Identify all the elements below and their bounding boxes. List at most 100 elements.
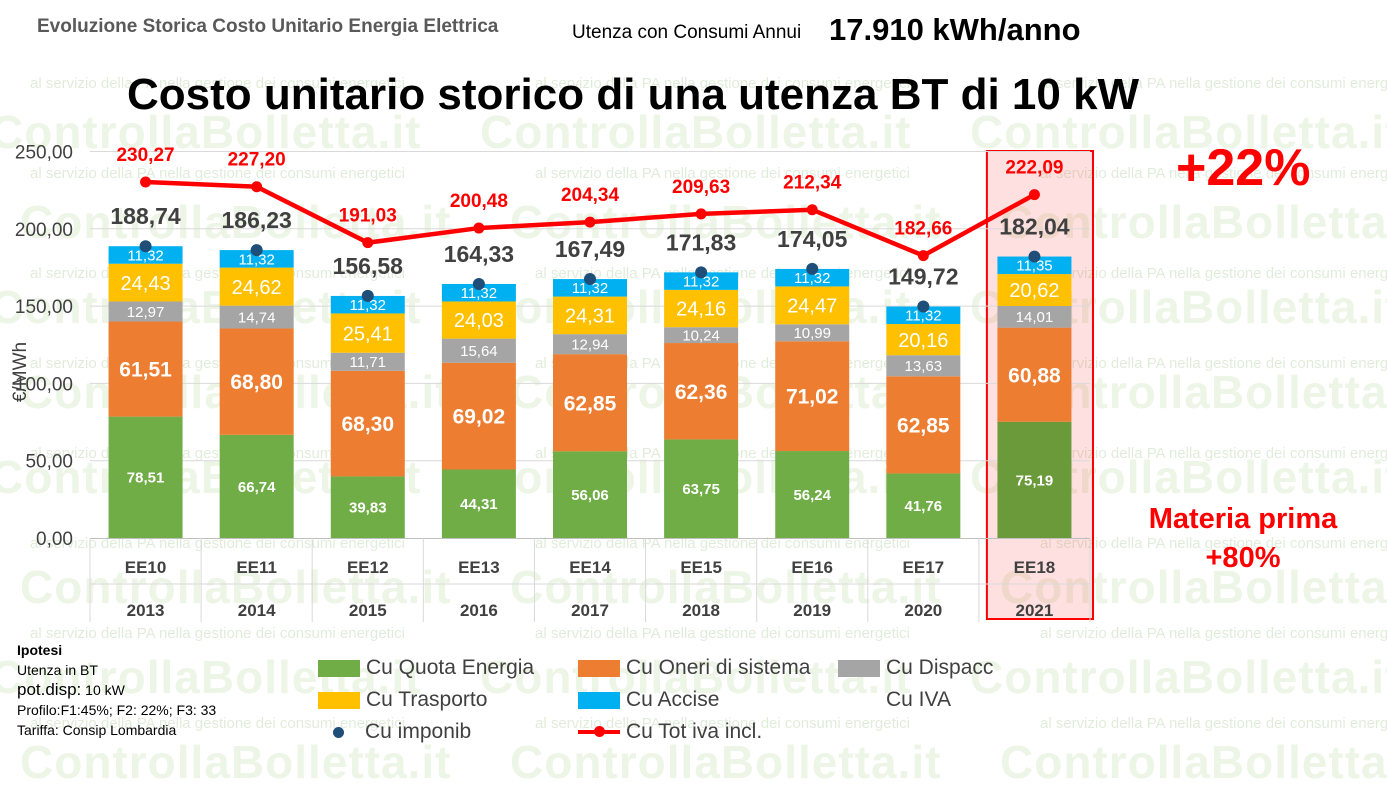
data-label: 62,85 — [564, 392, 617, 415]
data-label: 56,24 — [793, 487, 831, 504]
bar-segment — [775, 324, 850, 342]
data-label: 10,99 — [793, 325, 831, 342]
bar-segment — [997, 327, 1072, 422]
legend-swatch — [318, 659, 360, 677]
legend-item: Cu Accise — [578, 688, 719, 712]
bar-segment — [886, 473, 961, 538]
bar-segment — [553, 296, 627, 335]
legend-marker — [333, 726, 344, 738]
bar-segment — [330, 476, 405, 538]
y-tick-label: 100,00 — [15, 374, 73, 395]
imponibile-point — [695, 266, 708, 279]
x-tick-label: EE16 — [791, 558, 833, 577]
y-tick-label: 50,00 — [25, 452, 73, 473]
bar-segment — [997, 256, 1072, 275]
consumption-value: 17.910 kWh/anno — [829, 12, 1081, 47]
data-label: 66,74 — [238, 479, 276, 496]
data-label: 62,85 — [897, 414, 950, 437]
legend-item: Cu IVA — [838, 688, 951, 712]
total-point — [806, 204, 818, 216]
total-point — [1028, 189, 1040, 201]
data-label: 14,01 — [1016, 309, 1054, 326]
bar-segment — [108, 321, 183, 417]
x-year-label: 2019 — [793, 601, 831, 620]
legend-item: Cu Trasporto — [318, 688, 487, 712]
data-label: 11,32 — [238, 251, 274, 268]
total-point — [917, 250, 929, 262]
bar-segment — [775, 341, 850, 452]
data-label: 69,02 — [453, 406, 506, 429]
bar-segment — [664, 289, 739, 328]
notes-line: Profilo:F1:45%; F2: 22%; F3: 33 — [17, 702, 217, 718]
total-label: 222,09 — [1005, 158, 1063, 179]
materia-prima-percent: +80% — [1205, 542, 1281, 574]
legend-item: Cu imponib — [318, 720, 471, 744]
bar-segment — [441, 301, 516, 339]
x-year-label: 2016 — [460, 601, 498, 620]
data-label: 24,16 — [676, 299, 726, 321]
bar-segment — [886, 324, 961, 356]
x-tick-label: EE14 — [569, 558, 611, 577]
bar-segment — [108, 416, 183, 538]
x-year-label: 2018 — [682, 601, 720, 620]
stacked-bar-chart: 0,00 50,00 100,00 150,00 200,00 250,00 €/MWh 78… — [10, 143, 1095, 622]
data-label: 11,32 — [572, 280, 608, 297]
x-year-label: 2020 — [904, 601, 942, 620]
x-tick-label: EE13 — [458, 558, 500, 577]
data-label: 11,71 — [350, 354, 386, 371]
x-tick-label: EE12 — [347, 558, 389, 577]
data-label: 61,51 — [119, 359, 172, 382]
x-year-label: 2014 — [238, 601, 276, 620]
bar-segment — [553, 279, 627, 297]
imponibile-label: 167,49 — [555, 236, 625, 262]
data-label: 75,19 — [1016, 472, 1054, 489]
x-year-label: 2021 — [1016, 601, 1054, 620]
legend-label: Cu Accise — [626, 688, 720, 711]
bar-segment — [997, 274, 1072, 306]
notes-line: Tariffa: Consip Lombardia — [17, 722, 177, 738]
bar-segment — [441, 338, 516, 363]
x-tick-label: EE10 — [125, 558, 167, 577]
legend-swatch — [578, 691, 620, 709]
legend-label: Cu Quota Energia — [366, 656, 535, 679]
data-label: 24,47 — [787, 296, 837, 318]
data-label: 13,63 — [905, 358, 943, 375]
total-point — [584, 216, 596, 228]
imponibile-point — [917, 300, 930, 313]
legend-swatch — [838, 692, 880, 709]
x-tick-label: EE18 — [1014, 558, 1056, 577]
materia-prima-callout: Materia prima +80% — [1112, 500, 1374, 578]
notes-title: Ipotesi — [17, 642, 63, 658]
legend-swatch — [578, 659, 620, 677]
data-label: 11,32 — [794, 270, 830, 287]
imponibile-point — [806, 262, 819, 275]
data-label: 24,31 — [565, 306, 615, 328]
bar-segment — [330, 313, 405, 353]
imponibile-point — [250, 244, 263, 257]
data-label: 39,83 — [349, 500, 387, 517]
total-label: 212,34 — [783, 173, 842, 194]
imponibile-point — [139, 240, 152, 253]
total-label: 191,03 — [339, 206, 397, 227]
imponibile-point — [472, 277, 485, 290]
imponibile-label: 188,74 — [110, 203, 181, 229]
bar-segment — [330, 352, 405, 371]
bar-segment — [664, 343, 739, 440]
imponibile-point — [584, 273, 596, 286]
data-label: 24,62 — [232, 277, 282, 299]
bar-segment — [775, 286, 850, 325]
legend-swatch — [318, 691, 360, 709]
imponibile-label: 164,33 — [444, 241, 514, 267]
data-label: 12,94 — [571, 337, 609, 354]
assumptions-notes: Ipotesi Utenza in BT pot.disp: 10 kW Pro… — [17, 640, 216, 740]
legend-label: Cu Trasporto — [366, 688, 488, 711]
data-label: 44,31 — [460, 496, 498, 513]
bar-segment — [219, 328, 294, 435]
bar-segment — [997, 421, 1072, 538]
chart-subtitle: Evoluzione Storica Costo Unitario Energi… — [37, 16, 499, 37]
data-label: 20,62 — [1009, 280, 1059, 302]
data-label: 62,36 — [675, 381, 728, 404]
imponibile-label: 156,58 — [333, 253, 404, 279]
legend-item: Cu Tot iva incl. — [578, 720, 762, 744]
bar-segment — [108, 246, 183, 264]
